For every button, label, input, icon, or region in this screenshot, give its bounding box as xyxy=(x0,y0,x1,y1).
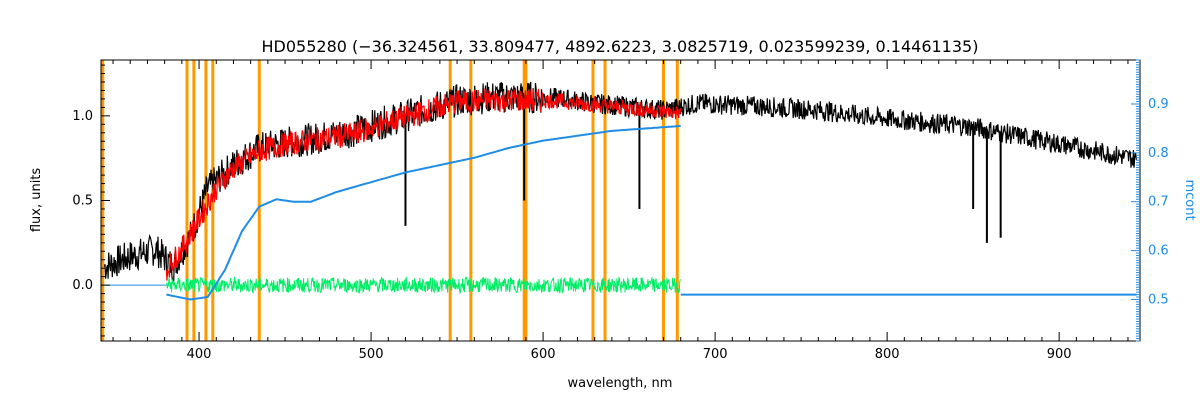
y-tick-label: 0.0 xyxy=(72,278,93,293)
y-tick-label: 0.5 xyxy=(72,194,93,209)
x-tick-label: 800 xyxy=(875,347,900,362)
chart-title: HD055280 (−36.324561, 33.809477, 4892.62… xyxy=(262,37,979,56)
y2-axis: 0.5 0.6 0.7 0.8 0.9 xyxy=(1131,59,1169,342)
x-tick-label: 700 xyxy=(703,347,728,362)
y2-tick-label: 0.7 xyxy=(1148,195,1169,210)
x-axis-label: wavelength, nm xyxy=(568,376,673,391)
series-observed xyxy=(103,81,1137,283)
y2-tick-label: 0.9 xyxy=(1148,97,1169,112)
x-tick-label: 900 xyxy=(1047,347,1072,362)
y-tick-label: 1.0 xyxy=(72,109,93,124)
x-tick-label: 400 xyxy=(187,347,212,362)
series-continuum xyxy=(166,125,681,301)
y-axis: 0.0 0.5 1.0 xyxy=(72,64,110,337)
x-axis: 400 500 600 700 800 900 xyxy=(112,60,1129,362)
y2-axis-label: mcont xyxy=(1182,179,1197,220)
series-layer xyxy=(101,81,1137,301)
y-axis-label: flux, units xyxy=(29,168,44,233)
series-residual xyxy=(165,275,681,295)
series-model xyxy=(165,87,682,281)
x-tick-label: 600 xyxy=(531,347,556,362)
y2-tick-label: 0.6 xyxy=(1148,244,1169,259)
x-tick-label: 500 xyxy=(359,347,384,362)
y2-tick-label: 0.5 xyxy=(1148,292,1169,307)
y2-tick-label: 0.8 xyxy=(1148,146,1169,161)
